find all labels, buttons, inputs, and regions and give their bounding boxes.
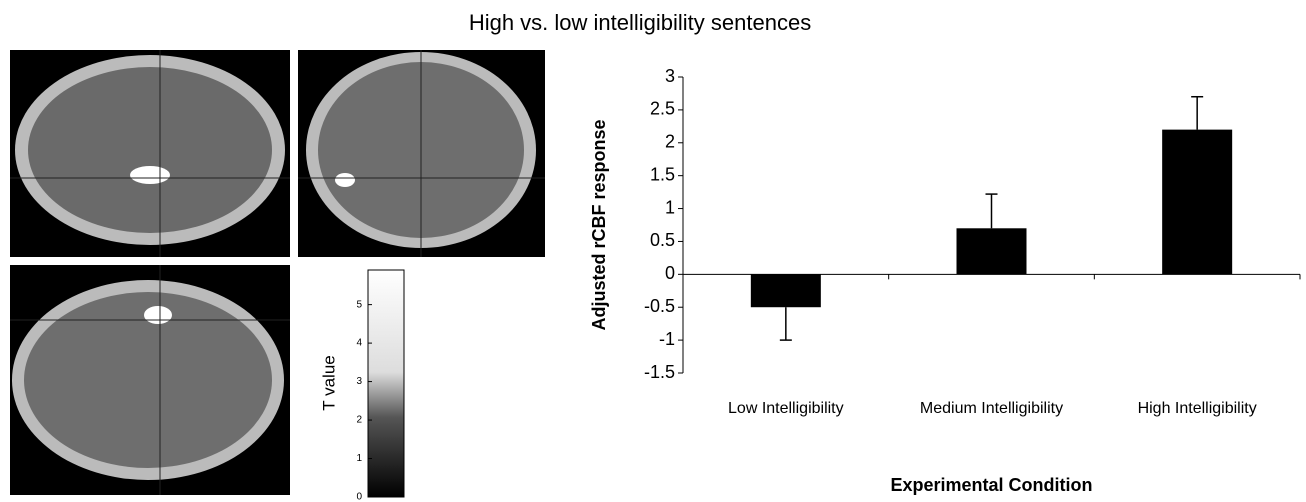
colorbar-tick-label: 3: [356, 376, 362, 387]
figure-title: High vs. low intelligibility sentences: [469, 10, 811, 35]
y-tick-label: 2: [665, 132, 675, 152]
x-tick-label: Medium Intelligibility: [917, 398, 1067, 420]
bar: [751, 274, 821, 307]
y-axis-title: Adjusted rCBF response: [589, 119, 609, 330]
coronal-slice: [298, 50, 545, 257]
bar: [957, 228, 1027, 274]
axial-slice: [10, 265, 290, 495]
y-tick-label: 1.5: [650, 164, 675, 184]
y-tick-label: 0.5: [650, 230, 675, 250]
y-tick-label: 2.5: [650, 99, 675, 119]
y-tick-label: 1: [665, 197, 675, 217]
x-tick-label: High Intelligibility: [1122, 398, 1272, 420]
y-tick-label: -1.5: [644, 362, 675, 382]
colorbar: [368, 270, 404, 497]
colorbar-tick-label: 0: [356, 492, 362, 502]
x-tick-label: Low Intelligibility: [711, 398, 861, 420]
figure: High vs. low intelligibility sentences -…: [0, 0, 1306, 502]
sagittal-slice: [10, 50, 290, 257]
x-axis-title: Experimental Condition: [890, 475, 1092, 495]
colorbar-tick-label: 5: [356, 299, 362, 310]
figure-svg: High vs. low intelligibility sentences -…: [0, 0, 1306, 502]
y-tick-label: 3: [665, 66, 675, 86]
bar: [1162, 130, 1232, 275]
y-tick-label: -1: [659, 329, 675, 349]
y-tick-label: -0.5: [644, 296, 675, 316]
colorbar-tick-label: 2: [356, 415, 362, 426]
colorbar-label: T value: [319, 355, 338, 410]
y-tick-label: 0: [665, 263, 675, 283]
colorbar-tick-label: 4: [356, 338, 362, 349]
colorbar-tick-label: 1: [356, 453, 362, 464]
